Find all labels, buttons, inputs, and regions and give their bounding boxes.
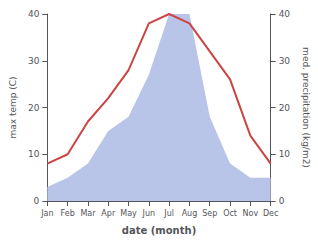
svg-text:30: 30 <box>28 56 40 66</box>
svg-text:med. precipitation (kg/m2): med. precipitation (kg/m2) <box>301 47 311 168</box>
svg-text:Dec: Dec <box>263 209 278 218</box>
svg-text:Aug: Aug <box>182 209 198 218</box>
svg-text:0: 0 <box>34 196 40 206</box>
svg-text:max temp (C): max temp (C) <box>8 76 18 138</box>
svg-text:20: 20 <box>28 103 40 113</box>
svg-text:date (month): date (month) <box>122 225 196 236</box>
svg-text:20: 20 <box>279 103 291 113</box>
svg-text:10: 10 <box>279 149 291 159</box>
svg-text:Sep: Sep <box>202 209 217 218</box>
svg-text:Apr: Apr <box>101 209 116 218</box>
svg-text:Nov: Nov <box>243 209 259 218</box>
svg-text:Feb: Feb <box>61 209 75 218</box>
svg-text:40: 40 <box>279 9 291 19</box>
svg-text:10: 10 <box>28 149 40 159</box>
svg-text:30: 30 <box>279 56 291 66</box>
svg-text:40: 40 <box>28 9 40 19</box>
svg-text:Oct: Oct <box>223 209 237 218</box>
svg-text:0: 0 <box>279 196 285 206</box>
svg-text:Jul: Jul <box>163 209 174 218</box>
svg-text:Jun: Jun <box>142 209 156 218</box>
svg-text:Jan: Jan <box>40 209 53 218</box>
svg-text:May: May <box>120 209 137 218</box>
svg-text:Mar: Mar <box>80 209 96 218</box>
